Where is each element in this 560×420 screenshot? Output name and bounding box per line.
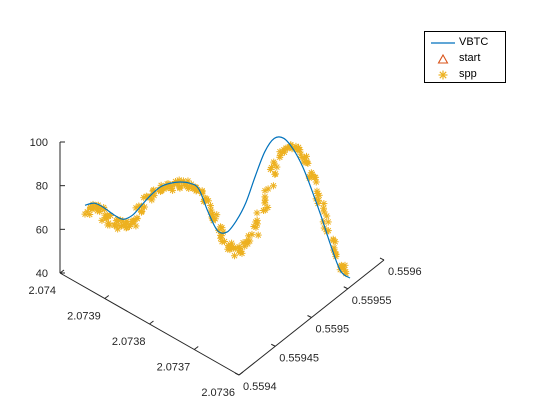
spp-point [87, 204, 95, 212]
y-tick-mark [238, 371, 244, 376]
spp-point [320, 204, 328, 212]
spp-point [264, 203, 272, 211]
spp-point [269, 182, 277, 190]
spp-point [176, 184, 184, 192]
spp-point [324, 218, 332, 226]
legend-label-start: start [459, 52, 481, 64]
legend-item-start: start [425, 51, 505, 67]
x-tick-mark [234, 372, 240, 376]
spp-point [331, 238, 339, 246]
legend: VBTC start spp [424, 31, 506, 83]
y-tick-label: 2.074 [28, 285, 56, 297]
y-tick-label: 2.0736 [201, 387, 235, 399]
spp-point [264, 185, 272, 193]
x-tick-mark [379, 257, 385, 261]
spp-point [270, 158, 278, 166]
spp-point [254, 231, 262, 239]
spp-point [192, 187, 200, 195]
y-tick-mark [59, 269, 65, 274]
spp-point [253, 216, 261, 224]
spp-point [248, 230, 256, 238]
legend-line-icon [431, 42, 455, 44]
spp-point [133, 214, 141, 222]
spp-point [140, 203, 148, 211]
spp-point [231, 252, 239, 260]
spp-point [271, 170, 279, 178]
x-tick-label: 0.55945 [279, 352, 319, 364]
spp-point [296, 146, 304, 154]
spp-point [132, 222, 140, 230]
z-tick-label: 60 [36, 224, 48, 236]
spp-point [303, 159, 311, 167]
legend-triangle-icon [437, 53, 449, 64]
y-tick-label: 2.0738 [112, 336, 146, 348]
chart-ticks: 40 60 80 100 2.0736 2.0737 2.0738 2.0739 2.074 0.… [28, 137, 421, 399]
series-layer [81, 136, 351, 279]
x-tick-label: 0.55955 [352, 295, 392, 307]
spp-point [261, 193, 269, 201]
series-spp [81, 141, 350, 278]
z-tick-label: 80 [36, 181, 48, 193]
legend-item-spp: spp [425, 67, 505, 83]
x-tick-label: 0.5596 [388, 266, 422, 278]
y-tick-label: 2.0737 [157, 362, 191, 374]
spp-point [323, 212, 331, 220]
spp-point [243, 238, 251, 246]
y-tick-mark [149, 320, 154, 325]
spp-point [286, 143, 294, 151]
spp-point [238, 249, 246, 257]
z-tick-label: 40 [36, 268, 48, 280]
spp-point [228, 239, 236, 247]
legend-item-vbtc: VBTC [425, 35, 505, 51]
y-tick-mark [104, 295, 110, 299]
spp-point [259, 206, 267, 214]
spp-point [218, 238, 226, 246]
y-tick-mark [193, 346, 199, 350]
z-tick-label: 100 [30, 137, 48, 149]
spp-point [203, 195, 211, 203]
legend-label-vbtc: VBTC [459, 36, 489, 48]
x-tick-label: 0.5594 [243, 381, 277, 393]
spp-point [169, 186, 177, 194]
y-tick-label: 2.0739 [67, 311, 101, 323]
x-tick-mark [307, 315, 312, 318]
x-tick-label: 0.5595 [316, 324, 350, 336]
series-vbtc-line [84, 136, 351, 279]
spp-point [320, 208, 328, 216]
x-tick-mark [343, 286, 348, 290]
spp-point [96, 208, 104, 216]
spp-point [253, 209, 261, 217]
x-tick-mark [271, 343, 276, 347]
legend-label-spp: spp [459, 68, 477, 80]
spp-point [267, 164, 275, 172]
legend-asterisk-icon [438, 70, 448, 80]
spp-point [312, 178, 320, 186]
